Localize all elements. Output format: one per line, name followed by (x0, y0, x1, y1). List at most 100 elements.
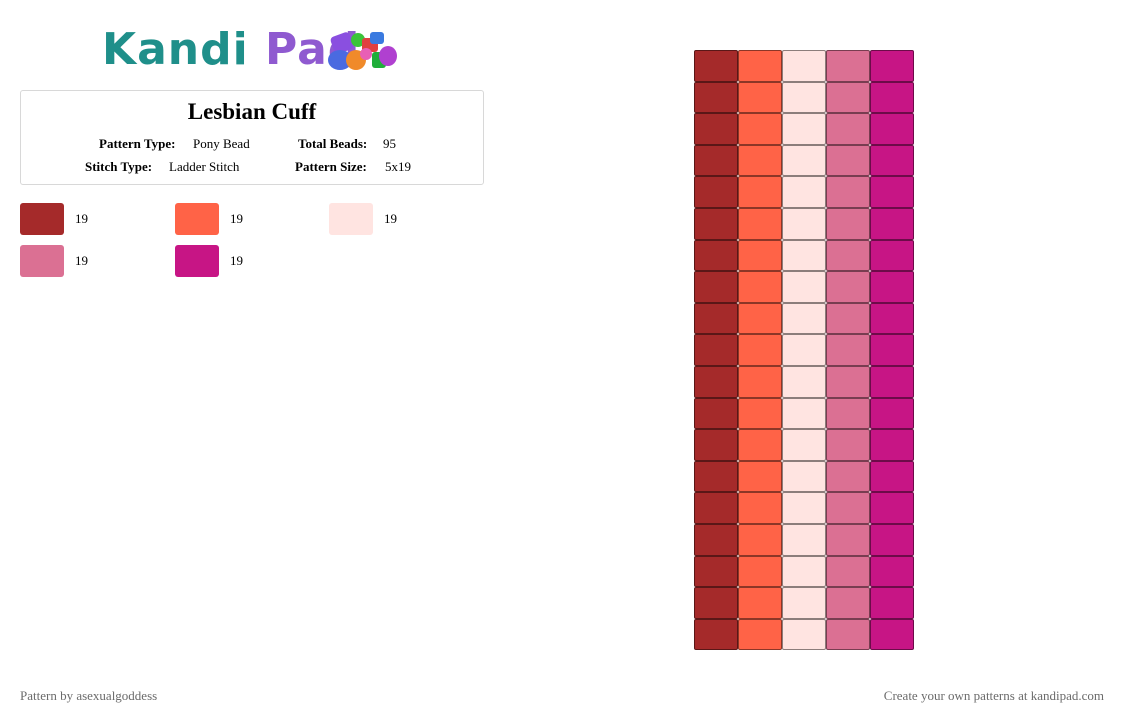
color-swatch[interactable] (175, 245, 219, 277)
bead-cell[interactable] (870, 81, 914, 114)
bead-cell[interactable] (738, 618, 782, 651)
bead-cell[interactable] (738, 176, 782, 208)
bead-cell[interactable] (782, 587, 826, 619)
bead-cell[interactable] (738, 555, 782, 588)
bead-cell[interactable] (870, 555, 914, 588)
bead-cell[interactable] (694, 492, 738, 524)
bead-cell[interactable] (870, 365, 914, 398)
bead-cell[interactable] (738, 523, 782, 556)
bead-cell[interactable] (738, 50, 782, 82)
bead-cell[interactable] (870, 460, 914, 493)
bead-cell[interactable] (826, 618, 870, 651)
bead-cell[interactable] (694, 460, 738, 493)
bead-cell[interactable] (694, 113, 738, 145)
bead-cell[interactable] (826, 113, 870, 145)
bead-cell[interactable] (694, 271, 738, 303)
bead-cell[interactable] (694, 81, 738, 114)
bead-cell[interactable] (826, 176, 870, 208)
bead-cell[interactable] (782, 207, 826, 240)
bead-cell[interactable] (870, 239, 914, 272)
bead-cell[interactable] (694, 50, 738, 82)
color-swatch[interactable] (175, 203, 219, 235)
bead-cell[interactable] (826, 587, 870, 619)
bead-cell[interactable] (782, 429, 826, 461)
bead-cell[interactable] (870, 397, 914, 430)
bead-cell[interactable] (694, 176, 738, 208)
bead-cell[interactable] (870, 113, 914, 145)
bead-cell[interactable] (782, 50, 826, 82)
kandipad-promo-link[interactable]: Create your own patterns at kandipad.com (883, 688, 1104, 703)
bead-cell[interactable] (694, 144, 738, 177)
bead-cell[interactable] (694, 523, 738, 556)
bead-cell[interactable] (870, 50, 914, 82)
bead-cell[interactable] (782, 144, 826, 177)
bead-cell[interactable] (826, 334, 870, 366)
bead-cell[interactable] (826, 302, 870, 335)
bead-cell[interactable] (738, 113, 782, 145)
bead-cell[interactable] (870, 144, 914, 177)
bead-cell[interactable] (738, 271, 782, 303)
bead-cell[interactable] (826, 555, 870, 588)
color-swatch[interactable] (329, 203, 373, 235)
bead-cell[interactable] (826, 429, 870, 461)
bead-cell[interactable] (738, 302, 782, 335)
bead-cell[interactable] (694, 334, 738, 366)
bead-cell[interactable] (782, 365, 826, 398)
bead-cell[interactable] (782, 397, 826, 430)
bead-pattern-grid[interactable] (694, 50, 914, 651)
kandi-pad-logo[interactable]: Kandi Pad (102, 26, 412, 78)
bead-cell[interactable] (782, 271, 826, 303)
bead-cell[interactable] (782, 239, 826, 272)
bead-cell[interactable] (694, 555, 738, 588)
bead-cell[interactable] (870, 334, 914, 366)
bead-cell[interactable] (826, 271, 870, 303)
bead-cell[interactable] (694, 302, 738, 335)
bead-cell[interactable] (694, 207, 738, 240)
bead-cell[interactable] (738, 397, 782, 430)
bead-cell[interactable] (826, 365, 870, 398)
bead-cell[interactable] (738, 365, 782, 398)
bead-cell[interactable] (782, 176, 826, 208)
bead-cell[interactable] (826, 207, 870, 240)
bead-cell[interactable] (738, 207, 782, 240)
bead-cell[interactable] (826, 492, 870, 524)
bead-cell[interactable] (738, 460, 782, 493)
bead-cell[interactable] (826, 523, 870, 556)
bead-cell[interactable] (782, 492, 826, 524)
bead-cell[interactable] (826, 50, 870, 82)
bead-cell[interactable] (870, 523, 914, 556)
bead-cell[interactable] (870, 271, 914, 303)
bead-cell[interactable] (870, 207, 914, 240)
bead-cell[interactable] (694, 429, 738, 461)
bead-cell[interactable] (870, 618, 914, 651)
bead-cell[interactable] (782, 555, 826, 588)
bead-cell[interactable] (870, 176, 914, 208)
bead-cell[interactable] (694, 365, 738, 398)
bead-cell[interactable] (870, 429, 914, 461)
bead-cell[interactable] (782, 81, 826, 114)
bead-cell[interactable] (738, 334, 782, 366)
bead-cell[interactable] (738, 144, 782, 177)
bead-cell[interactable] (826, 81, 870, 114)
bead-cell[interactable] (694, 239, 738, 272)
bead-cell[interactable] (694, 397, 738, 430)
bead-cell[interactable] (826, 397, 870, 430)
bead-cell[interactable] (826, 460, 870, 493)
bead-cell[interactable] (782, 618, 826, 651)
color-swatch[interactable] (20, 203, 64, 235)
bead-cell[interactable] (782, 113, 826, 145)
bead-cell[interactable] (826, 144, 870, 177)
bead-cell[interactable] (826, 239, 870, 272)
bead-cell[interactable] (870, 302, 914, 335)
bead-cell[interactable] (782, 302, 826, 335)
bead-cell[interactable] (738, 429, 782, 461)
bead-cell[interactable] (738, 587, 782, 619)
bead-cell[interactable] (870, 587, 914, 619)
bead-cell[interactable] (782, 523, 826, 556)
bead-cell[interactable] (738, 492, 782, 524)
bead-cell[interactable] (694, 618, 738, 651)
bead-cell[interactable] (782, 334, 826, 366)
bead-cell[interactable] (738, 239, 782, 272)
bead-cell[interactable] (870, 492, 914, 524)
color-swatch[interactable] (20, 245, 64, 277)
